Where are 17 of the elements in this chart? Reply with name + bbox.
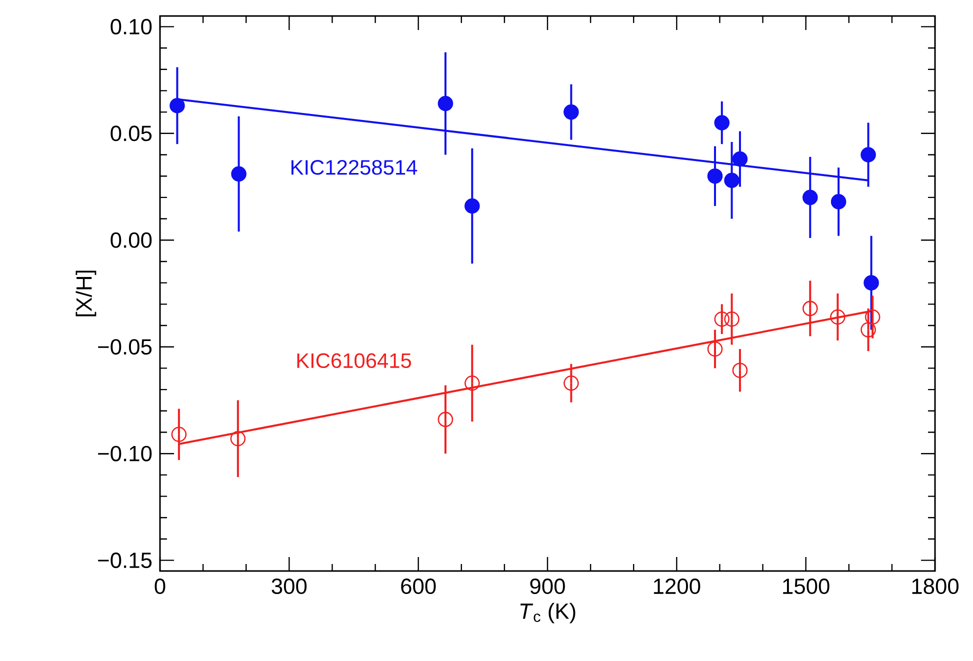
- y-axis-title: [X/H]: [76, 270, 96, 316]
- y-tick-label: 0.10: [110, 18, 152, 34]
- x-tick-label: 900: [530, 578, 565, 594]
- y-tick-label: −0.05: [98, 339, 152, 355]
- x-tick-label: 0: [154, 578, 166, 594]
- text: KIC6106415: [297, 353, 412, 368]
- x-tick-label: 300: [272, 578, 307, 594]
- x-axis-title: T$_{c}$ (K): [520, 602, 576, 624]
- x-tick-label: 1500: [783, 578, 830, 594]
- y-tick-label: 0.05: [110, 126, 152, 142]
- x-tick-label: 1800: [912, 578, 959, 594]
- x-tick-label: 1200: [654, 578, 700, 594]
- text: KIC12258514: [291, 160, 418, 175]
- y-tick-label: −0.15: [98, 552, 152, 568]
- x-tick-label: 600: [401, 578, 436, 594]
- y-tick-label: −0.10: [98, 446, 152, 462]
- y-tick-label: 0.00: [110, 232, 152, 248]
